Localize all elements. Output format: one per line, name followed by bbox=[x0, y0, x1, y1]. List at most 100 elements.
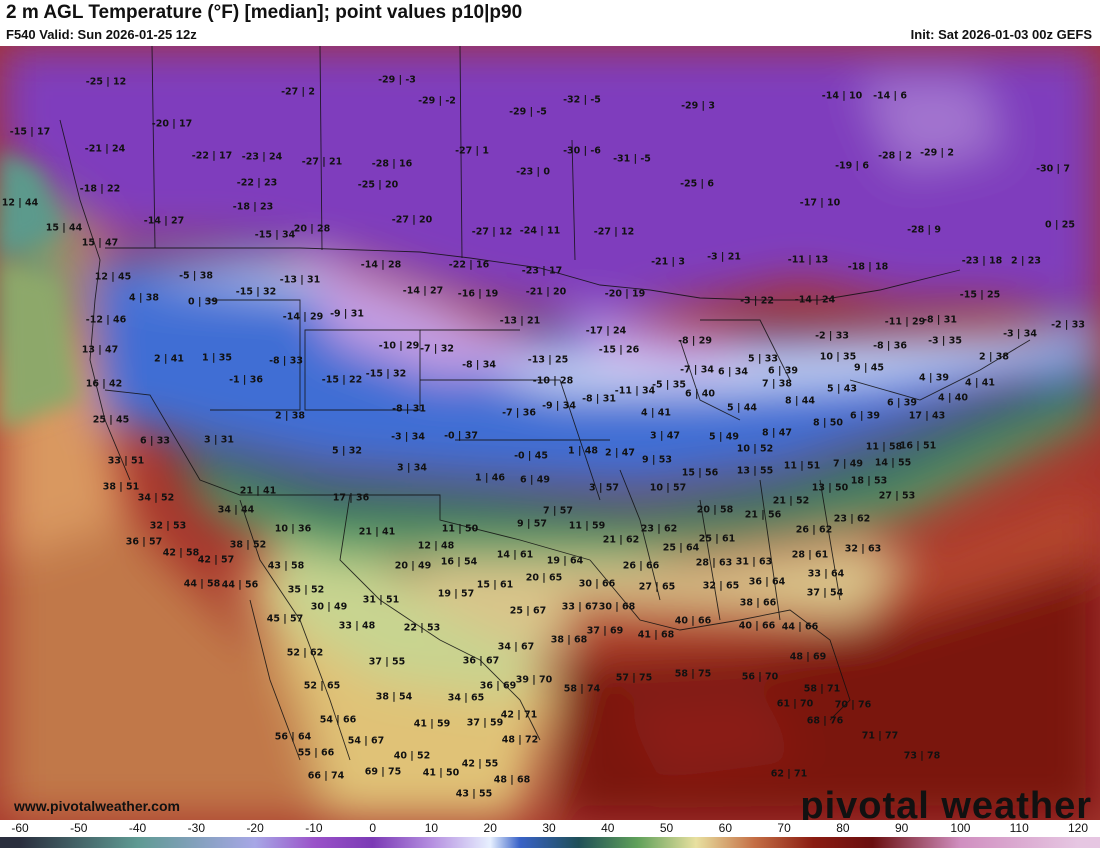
point-value: 58 | 74 bbox=[563, 683, 601, 695]
point-value: -23 | 17 bbox=[521, 265, 563, 277]
point-value: 41 | 50 bbox=[422, 767, 460, 779]
point-value: -31 | -5 bbox=[613, 153, 651, 165]
point-value: -9 | 31 bbox=[330, 308, 364, 320]
point-value: 31 | 51 bbox=[362, 594, 400, 606]
point-value: 9 | 45 bbox=[854, 362, 884, 374]
point-value: 21 | 62 bbox=[602, 534, 640, 546]
point-value: 28 | 63 bbox=[695, 557, 733, 569]
point-value: 11 | 50 bbox=[441, 523, 479, 535]
point-value: 30 | 68 bbox=[598, 601, 636, 613]
point-value: -18 | 22 bbox=[79, 183, 121, 195]
point-value: 19 | 64 bbox=[546, 555, 584, 567]
point-value: 41 | 59 bbox=[413, 718, 451, 730]
point-value: 33 | 48 bbox=[338, 620, 376, 632]
point-value: 42 | 58 bbox=[162, 547, 200, 559]
point-value: -28 | 9 bbox=[907, 224, 941, 236]
point-value: 71 | 77 bbox=[861, 730, 899, 742]
point-value: 6 | 39 bbox=[768, 365, 798, 377]
point-value: 1 | 48 bbox=[568, 445, 598, 457]
point-value: 42 | 71 bbox=[500, 709, 538, 721]
init-time: Init: Sat 2026-01-03 00z GEFS bbox=[910, 27, 1092, 42]
point-value: 4 | 41 bbox=[641, 407, 671, 419]
point-value: -11 | 29 bbox=[884, 316, 926, 328]
point-value: 2 | 47 bbox=[605, 447, 635, 459]
point-value: 11 | 51 bbox=[783, 460, 821, 472]
point-value: 38 | 54 bbox=[375, 691, 413, 703]
scale-tick-label: -40 bbox=[128, 821, 147, 835]
point-value: 10 | 35 bbox=[819, 351, 857, 363]
point-value: 1 | 35 bbox=[202, 352, 232, 364]
point-value: 25 | 64 bbox=[662, 542, 700, 554]
point-value: 44 | 66 bbox=[781, 621, 819, 633]
point-value: -25 | 20 bbox=[357, 179, 399, 191]
point-value: 20 | 65 bbox=[525, 572, 563, 584]
point-value: 31 | 63 bbox=[735, 556, 773, 568]
point-value: 36 | 69 bbox=[479, 680, 517, 692]
point-value: 36 | 64 bbox=[748, 576, 786, 588]
scale-tick-label: 10 bbox=[424, 821, 439, 835]
point-value: -7 | 36 bbox=[502, 407, 536, 419]
point-value: 70 | 76 bbox=[834, 699, 872, 711]
point-value: 68 | 76 bbox=[806, 715, 844, 727]
point-value: 5 | 43 bbox=[827, 383, 857, 395]
point-value: 3 | 31 bbox=[204, 434, 234, 446]
point-value: 6 | 39 bbox=[850, 410, 880, 422]
scale-tick-label: -20 bbox=[246, 821, 264, 835]
point-value: 5 | 33 bbox=[748, 353, 778, 365]
point-value: -8 | 31 bbox=[392, 403, 426, 415]
point-value: -25 | 6 bbox=[680, 178, 714, 190]
point-value: -22 | 16 bbox=[448, 259, 490, 271]
point-value: -3 | 21 bbox=[707, 251, 741, 263]
point-value: 33 | 64 bbox=[807, 568, 845, 580]
point-value: -2 | 33 bbox=[815, 330, 849, 342]
point-value: 56 | 64 bbox=[274, 731, 312, 743]
point-value: 61 | 70 bbox=[776, 698, 814, 710]
point-value: 48 | 68 bbox=[493, 774, 531, 786]
point-value: 19 | 57 bbox=[437, 588, 475, 600]
point-value: 5 | 44 bbox=[727, 402, 757, 414]
point-value: 41 | 68 bbox=[637, 629, 675, 641]
point-value: 33 | 51 bbox=[107, 455, 145, 467]
point-value: 13 | 55 bbox=[736, 465, 774, 477]
point-value: -17 | 24 bbox=[585, 325, 627, 337]
point-value: 10 | 52 bbox=[736, 443, 774, 455]
point-value: 12 | 45 bbox=[94, 271, 132, 283]
scale-tick-label: -10 bbox=[305, 821, 323, 835]
point-value: -27 | 21 bbox=[301, 156, 343, 168]
point-value: 8 | 47 bbox=[762, 427, 792, 439]
scale-tick-label: -30 bbox=[187, 821, 205, 835]
point-value: -15 | 32 bbox=[235, 286, 277, 298]
point-value: -10 | 28 bbox=[532, 375, 574, 387]
scale-tick-label: -50 bbox=[70, 821, 88, 835]
point-value: -19 | 6 bbox=[835, 160, 869, 172]
point-value: 44 | 58 bbox=[183, 578, 221, 590]
valid-time: F540 Valid: Sun 2026-01-25 12z bbox=[6, 27, 197, 42]
point-value: -8 | 29 bbox=[678, 335, 712, 347]
point-value: -2 | 33 bbox=[1051, 319, 1085, 331]
point-value: 6 | 49 bbox=[520, 474, 550, 486]
point-value: -15 | 22 bbox=[321, 374, 363, 386]
point-value: 13 | 50 bbox=[811, 482, 849, 494]
point-value: 2 | 41 bbox=[154, 353, 184, 365]
scale-tick-label: 0 bbox=[369, 821, 376, 835]
point-value: -7 | 34 bbox=[680, 364, 714, 376]
point-value: 4 | 39 bbox=[919, 372, 949, 384]
point-value: -15 | 34 bbox=[254, 229, 296, 241]
point-value: 4 | 40 bbox=[938, 392, 968, 404]
point-value: 2 | 38 bbox=[275, 410, 305, 422]
point-value: 42 | 55 bbox=[461, 758, 499, 770]
point-value: 73 | 78 bbox=[903, 750, 941, 762]
point-value: 36 | 67 bbox=[462, 655, 500, 667]
scale-tick-label: 100 bbox=[950, 821, 971, 835]
point-value: 52 | 65 bbox=[303, 680, 341, 692]
point-value: -3 | 22 bbox=[740, 295, 774, 307]
point-value: 8 | 44 bbox=[785, 395, 815, 407]
point-value: 5 | 32 bbox=[332, 445, 362, 457]
point-value: 57 | 75 bbox=[615, 672, 653, 684]
point-value: -12 | 46 bbox=[85, 314, 127, 326]
point-value: 11 | 59 bbox=[568, 520, 606, 532]
point-value: -18 | 18 bbox=[847, 261, 889, 273]
point-value: 69 | 75 bbox=[364, 766, 402, 778]
point-value: -30 | 7 bbox=[1036, 163, 1070, 175]
point-value: 23 | 62 bbox=[640, 523, 678, 535]
